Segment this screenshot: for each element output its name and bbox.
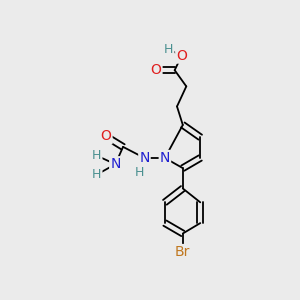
Text: H: H <box>92 149 101 162</box>
Text: H: H <box>164 43 173 56</box>
Text: O: O <box>176 49 187 63</box>
Text: O: O <box>151 63 161 77</box>
Text: N: N <box>139 151 150 165</box>
Text: H: H <box>135 166 144 179</box>
Text: O: O <box>101 130 112 143</box>
Text: Br: Br <box>175 245 190 259</box>
Text: N: N <box>110 157 121 171</box>
Text: N: N <box>160 151 170 165</box>
Text: H: H <box>92 168 101 181</box>
